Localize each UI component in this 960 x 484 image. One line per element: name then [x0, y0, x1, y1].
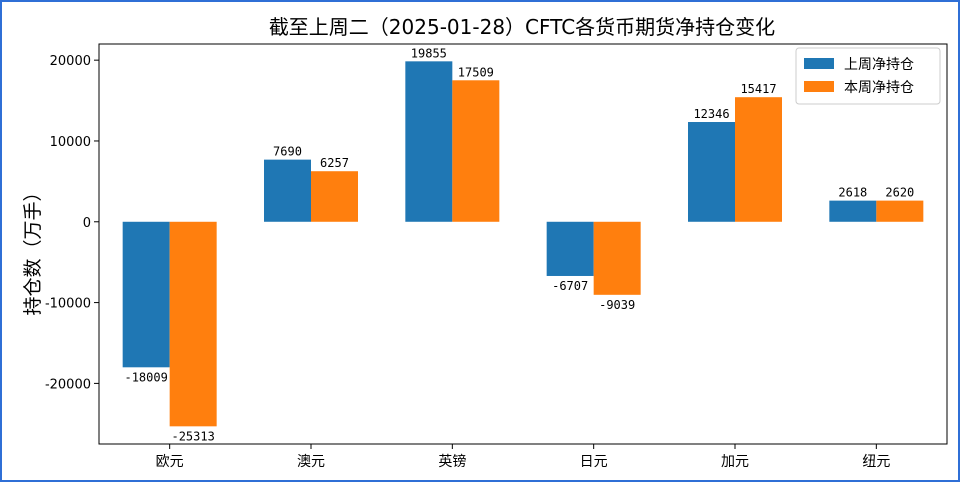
- x-tick-label: 欧元: [156, 454, 184, 470]
- bar-this-week: [735, 97, 782, 222]
- bar-this-week: [169, 221, 217, 427]
- bar-value-label: 7690: [273, 145, 302, 159]
- bar-last-week: [829, 200, 877, 222]
- bar-value-label: 2618: [838, 186, 867, 200]
- bar-value-label: -18009: [124, 370, 167, 384]
- bar-this-week: [311, 171, 358, 222]
- bar-this-week: [876, 200, 924, 222]
- x-tick-label: 英镑: [438, 453, 466, 470]
- x-tick-label: 澳元: [297, 454, 325, 470]
- bar-value-label: 12346: [693, 107, 729, 121]
- x-tick-label: 加元: [721, 454, 749, 470]
- bar-last-week: [405, 61, 453, 222]
- bar-value-label: -9039: [599, 298, 635, 312]
- bar-value-label: 15417: [740, 82, 776, 96]
- y-axis-label: 持仓数（万手）: [22, 182, 44, 315]
- bar-value-label: 2620: [885, 186, 914, 200]
- bar-last-week: [264, 159, 311, 222]
- bar-value-label: 6257: [320, 156, 349, 170]
- y-tick-label: -20000: [45, 377, 91, 392]
- plot-frame: [98, 43, 948, 445]
- bar-this-week: [452, 80, 500, 222]
- bar-value-label: -6707: [552, 279, 588, 293]
- legend-swatch: [804, 58, 834, 69]
- chart-title: 截至上周二（2025-01-28）CFTC各货币期货净持仓变化: [269, 15, 775, 39]
- bar-value-label: 19855: [411, 46, 447, 60]
- bar-value-label: 17509: [458, 65, 494, 79]
- bar-last-week: [688, 122, 735, 222]
- legend-swatch: [804, 81, 834, 92]
- y-tick-label: 10000: [50, 135, 91, 150]
- x-tick-label: 纽元: [862, 454, 890, 470]
- y-tick-label: 0: [83, 216, 91, 231]
- bar-value-label: -25313: [171, 429, 214, 443]
- x-tick-label: 日元: [580, 454, 608, 470]
- bar-last-week: [122, 221, 170, 368]
- y-tick-label: -10000: [45, 297, 91, 312]
- bar-this-week: [593, 221, 641, 295]
- legend-label: 上周净持仓: [844, 57, 914, 73]
- bar-last-week: [546, 221, 594, 276]
- legend-label: 本周净持仓: [844, 80, 914, 96]
- y-tick-label: 20000: [50, 54, 91, 69]
- plot-area: -20000 -10000 0 10000 20000 -18009 -25313 欧元 769…: [45, 43, 948, 470]
